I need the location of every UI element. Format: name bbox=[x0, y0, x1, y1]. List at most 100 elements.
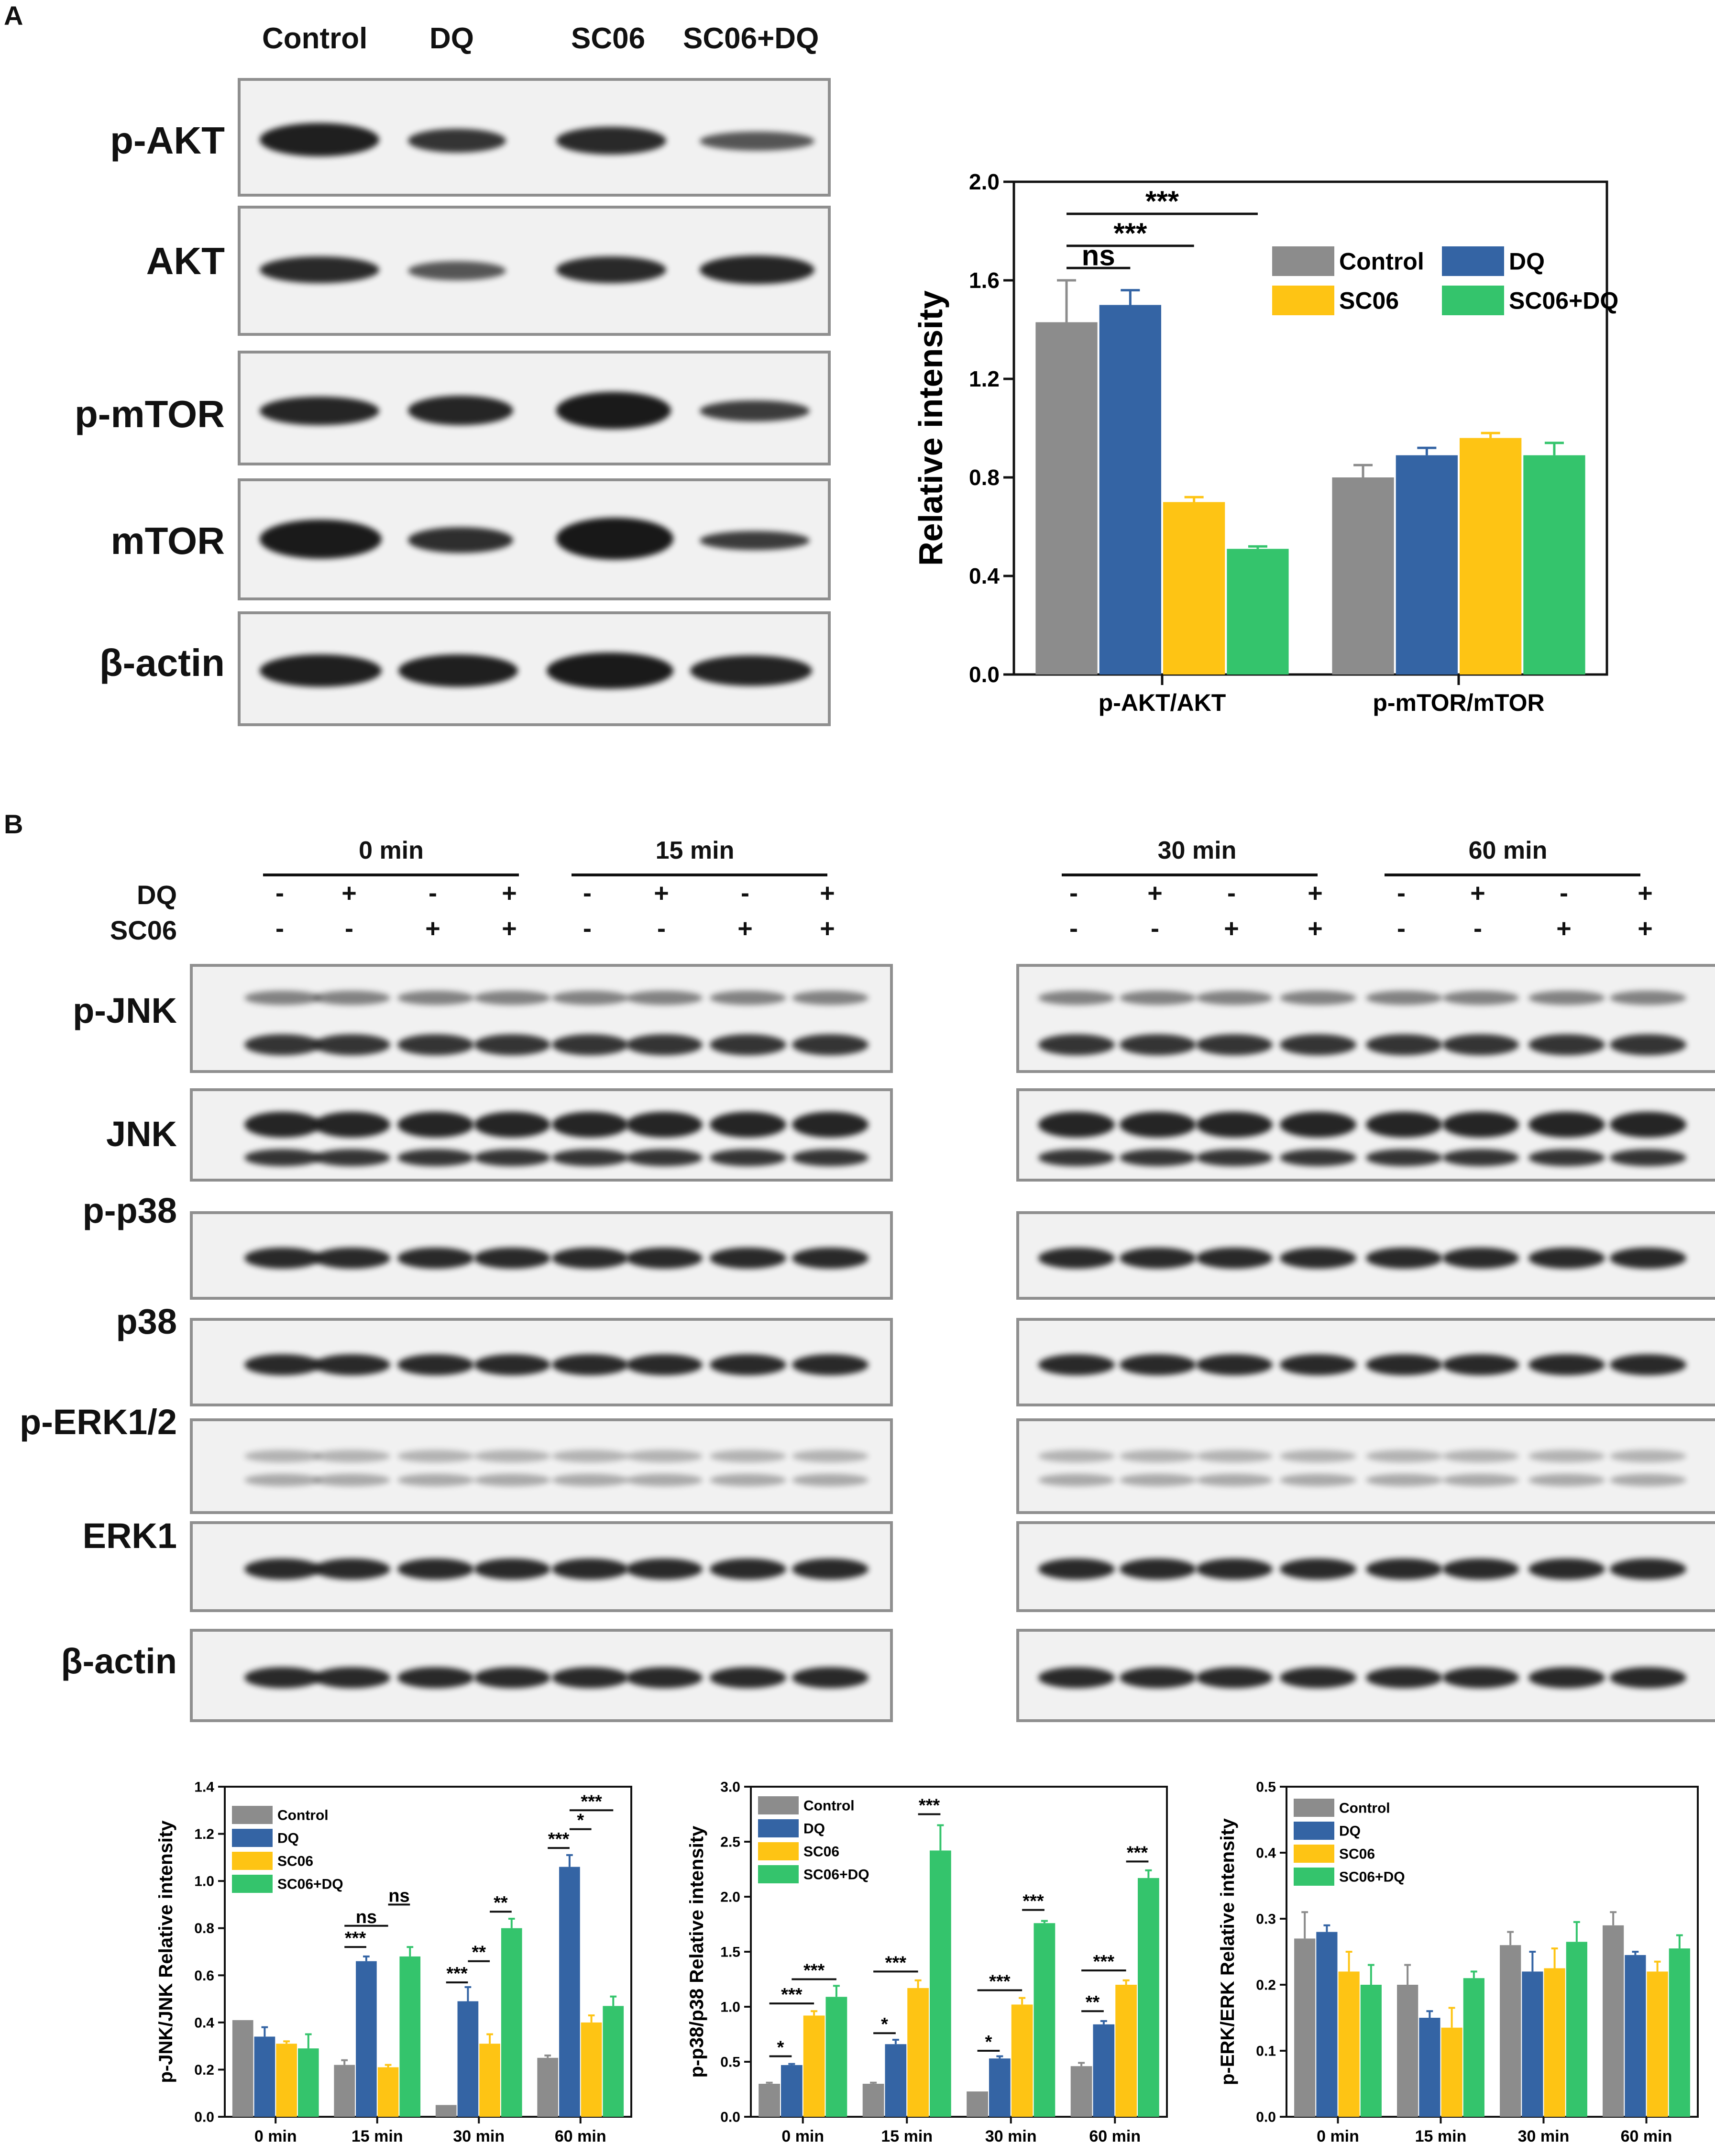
band bbox=[474, 1450, 550, 1462]
legend-label: Control bbox=[277, 1808, 329, 1824]
significance-label: *** bbox=[1127, 1843, 1148, 1863]
bar-sc06 bbox=[276, 2044, 297, 2117]
band bbox=[1038, 1354, 1115, 1376]
y-tick-label: 2.5 bbox=[720, 1835, 740, 1850]
x-tick-label: p-AKT/AKT bbox=[1099, 689, 1226, 716]
band bbox=[1196, 1248, 1273, 1269]
x-tick-label: 0 min bbox=[1317, 2127, 1359, 2145]
bar-control bbox=[967, 2091, 988, 2117]
band bbox=[1120, 1149, 1196, 1166]
band bbox=[1366, 1111, 1442, 1138]
band bbox=[1038, 1149, 1115, 1166]
band bbox=[1196, 991, 1273, 1006]
bar-dq bbox=[781, 2065, 803, 2117]
y-tick-label: 0.5 bbox=[720, 2055, 740, 2070]
band bbox=[1120, 1034, 1196, 1056]
significance-label: * bbox=[881, 2014, 888, 2034]
bar-control bbox=[1035, 322, 1098, 674]
bar-sc06 bbox=[803, 2015, 825, 2117]
sc06-sign: - bbox=[1151, 914, 1159, 943]
bar-sc06 bbox=[1441, 2027, 1462, 2117]
sc06-sign: - bbox=[657, 914, 666, 943]
blot-p-akt bbox=[238, 78, 831, 197]
dq-sign: - bbox=[1227, 879, 1236, 907]
lane-label-sc06-dq: SC06+DQ bbox=[683, 22, 819, 55]
y-tick-label: 0.8 bbox=[194, 1921, 214, 1936]
band bbox=[1610, 1034, 1686, 1056]
band bbox=[1280, 1354, 1356, 1376]
band bbox=[314, 1111, 390, 1138]
blot-p-jnk-right bbox=[1016, 964, 1715, 1073]
bar-control bbox=[1332, 477, 1394, 674]
bar-dq bbox=[1093, 2024, 1115, 2117]
legend-label: SC06 bbox=[277, 1854, 313, 1869]
bar-sc06-dq bbox=[1360, 1985, 1382, 2117]
band bbox=[710, 1149, 786, 1166]
dq-sign: - bbox=[1069, 879, 1078, 907]
bar-control bbox=[759, 2084, 780, 2117]
dq-sign: + bbox=[1147, 879, 1163, 907]
legend-swatch bbox=[1294, 1868, 1334, 1886]
blot-erk1-left bbox=[190, 1521, 893, 1612]
band bbox=[1528, 1474, 1605, 1486]
band bbox=[1038, 1111, 1115, 1138]
band bbox=[1528, 1450, 1605, 1462]
dq-sign: + bbox=[1470, 879, 1485, 907]
bar-dq bbox=[1099, 305, 1161, 674]
blot-p-jnk-left bbox=[190, 964, 893, 1073]
legend-label: SC06+DQ bbox=[1339, 1869, 1405, 1885]
legend-label: SC06+DQ bbox=[1509, 287, 1618, 314]
bar-sc06 bbox=[377, 2067, 399, 2117]
dq-sign: + bbox=[1308, 879, 1323, 907]
bar-sc06-dq bbox=[1227, 549, 1289, 674]
legend-swatch bbox=[1272, 246, 1334, 276]
row-label-p-mtor: p-mTOR bbox=[74, 393, 225, 435]
y-tick-label: 0.4 bbox=[969, 564, 1000, 588]
band bbox=[710, 1667, 786, 1689]
dq-sign: - bbox=[1397, 879, 1406, 907]
band bbox=[1442, 1474, 1519, 1486]
band bbox=[1120, 1354, 1196, 1376]
band bbox=[1442, 1149, 1519, 1166]
time-line-0 bbox=[263, 873, 519, 876]
band bbox=[397, 1111, 474, 1138]
band bbox=[792, 1450, 868, 1462]
band bbox=[1366, 1248, 1442, 1269]
band bbox=[710, 1111, 786, 1138]
band bbox=[1610, 1559, 1686, 1580]
band bbox=[1038, 1474, 1115, 1486]
sc06-sign: + bbox=[820, 914, 835, 943]
bar-sc06 bbox=[1647, 1971, 1668, 2117]
band bbox=[552, 1111, 628, 1138]
dq-sign: - bbox=[1560, 879, 1568, 907]
band bbox=[474, 1149, 550, 1166]
sc06-sign: + bbox=[1638, 914, 1653, 943]
row-label-akt: AKT bbox=[146, 240, 225, 282]
significance-label: *** bbox=[345, 1928, 366, 1948]
bar-sc06-dq bbox=[1669, 1948, 1690, 2117]
sc06-sign: + bbox=[1224, 914, 1239, 943]
bar-sc06 bbox=[1163, 502, 1225, 674]
blot-erk1-right bbox=[1016, 1521, 1715, 1612]
y-tick-label: 0.3 bbox=[1256, 1912, 1276, 1927]
bar-sc06-dq bbox=[603, 2006, 624, 2117]
band bbox=[710, 1559, 786, 1580]
band bbox=[244, 1559, 321, 1580]
band bbox=[314, 1559, 390, 1580]
band bbox=[1366, 1450, 1442, 1462]
time-line-30 bbox=[1062, 873, 1318, 876]
blot-jnk-right bbox=[1016, 1088, 1715, 1182]
legend-swatch bbox=[232, 1829, 273, 1847]
band bbox=[552, 1667, 628, 1689]
band bbox=[314, 991, 390, 1006]
band bbox=[314, 1248, 390, 1269]
band bbox=[1610, 1248, 1686, 1269]
band bbox=[1610, 1111, 1686, 1138]
band bbox=[552, 1559, 628, 1580]
significance-label: *** bbox=[1145, 185, 1179, 217]
band bbox=[244, 1149, 321, 1166]
bar-control bbox=[1397, 1985, 1418, 2117]
band bbox=[1120, 1474, 1196, 1486]
y-tick-label: 0.6 bbox=[194, 1968, 214, 1984]
